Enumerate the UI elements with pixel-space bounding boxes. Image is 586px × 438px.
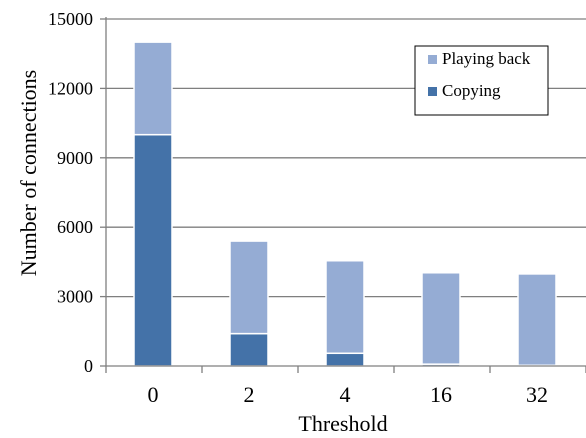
x-axis-title: Threshold (298, 411, 387, 436)
y-tick-label: 9000 (57, 148, 93, 168)
bar-playing-back-4 (325, 259, 365, 355)
legend-label-playing-back: Playing back (442, 49, 531, 68)
y-tick-label: 6000 (57, 217, 93, 237)
y-tick-label: 0 (84, 356, 93, 376)
y-axis-ticks: 0 3000 6000 9000 12000 15000 (48, 9, 106, 376)
bar-copying-0 (133, 133, 173, 367)
y-axis-title: Number of connections (16, 70, 41, 277)
x-tick-label: 0 (148, 382, 159, 407)
legend: Playing back Copying (414, 45, 549, 116)
bar-copying-4 (325, 352, 365, 367)
bar-playing-back-0 (133, 41, 173, 136)
y-tick-label: 3000 (57, 287, 93, 307)
legend-label-copying: Copying (442, 81, 501, 100)
bars (133, 41, 557, 367)
x-tick-label: 32 (526, 382, 548, 407)
y-tick-label: 12000 (48, 78, 93, 98)
legend-swatch-copying (428, 87, 437, 96)
bar-playing-back-32 (517, 273, 557, 367)
bar-playing-back-16 (421, 272, 461, 365)
bar-playing-back-2 (229, 240, 269, 335)
x-axis-ticks: 0 2 4 16 32 (105, 366, 586, 407)
x-tick-label: 2 (244, 382, 255, 407)
y-tick-label: 15000 (48, 9, 93, 29)
x-tick-label: 16 (430, 382, 452, 407)
legend-swatch-playing-back (428, 55, 437, 64)
bar-copying-2 (229, 332, 269, 367)
axes (105, 17, 586, 367)
legend-box (414, 45, 549, 116)
x-tick-label: 4 (340, 382, 351, 407)
